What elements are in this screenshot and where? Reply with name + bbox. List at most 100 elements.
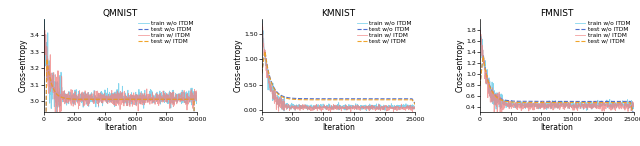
train w/ ITDM bbox=[570, 104, 577, 106]
test w/o ITDM bbox=[258, 72, 266, 74]
test w/ ITDM bbox=[593, 102, 600, 103]
Line: train w/o ITDM: train w/o ITDM bbox=[44, 16, 197, 118]
test w/ ITDM bbox=[133, 99, 141, 100]
test w/o ITDM bbox=[593, 101, 600, 102]
train w/o ITDM bbox=[375, 103, 383, 105]
train w/ ITDM bbox=[356, 108, 364, 110]
train w/o ITDM bbox=[258, 20, 266, 21]
test w/o ITDM bbox=[268, 81, 275, 83]
train w/o ITDM bbox=[348, 106, 355, 108]
train w/o ITDM bbox=[351, 105, 359, 107]
test w/o ITDM bbox=[609, 101, 616, 102]
X-axis label: Iteration: Iteration bbox=[322, 123, 355, 132]
train w/o ITDM bbox=[52, 117, 60, 118]
Title: KMNIST: KMNIST bbox=[321, 9, 356, 18]
train w/o ITDM bbox=[486, 80, 493, 82]
train w/o ITDM bbox=[138, 99, 146, 101]
train w/o ITDM bbox=[268, 87, 275, 89]
train w/o ITDM bbox=[172, 96, 180, 98]
train w/o ITDM bbox=[133, 97, 141, 98]
test w/o ITDM bbox=[390, 98, 398, 100]
Line: train w/ ITDM: train w/ ITDM bbox=[480, 30, 634, 115]
train w/ ITDM bbox=[268, 90, 275, 92]
train w/ ITDM bbox=[609, 103, 616, 105]
train w/o ITDM bbox=[570, 102, 577, 104]
train w/ ITDM bbox=[40, 24, 47, 26]
test w/ ITDM bbox=[566, 102, 573, 103]
test w/o ITDM bbox=[348, 98, 355, 100]
train w/o ITDM bbox=[628, 110, 636, 112]
train w/ ITDM bbox=[390, 109, 398, 111]
Legend: train w/o ITDM, test w/o ITDM, train w/ ITDM, test w/ ITDM: train w/o ITDM, test w/o ITDM, train w/ … bbox=[574, 20, 630, 44]
test w/ ITDM bbox=[479, 55, 487, 57]
train w/ ITDM bbox=[375, 108, 383, 110]
test w/o ITDM bbox=[630, 114, 637, 116]
train w/ ITDM bbox=[40, 25, 47, 27]
train w/o ITDM bbox=[280, 110, 288, 112]
test w/ ITDM bbox=[630, 114, 637, 116]
Line: test w/o ITDM: test w/o ITDM bbox=[480, 56, 634, 115]
train w/o ITDM bbox=[476, 27, 484, 28]
train w/o ITDM bbox=[258, 29, 266, 31]
train w/o ITDM bbox=[412, 105, 419, 107]
test w/ ITDM bbox=[390, 99, 398, 101]
test w/ ITDM bbox=[172, 99, 180, 100]
train w/ ITDM bbox=[193, 95, 201, 97]
Line: test w/o ITDM: test w/o ITDM bbox=[44, 59, 197, 146]
test w/ ITDM bbox=[43, 58, 51, 60]
test w/o ITDM bbox=[566, 101, 573, 102]
test w/ ITDM bbox=[268, 82, 275, 83]
train w/ ITDM bbox=[49, 92, 57, 93]
Y-axis label: Cross-entropy: Cross-entropy bbox=[234, 39, 243, 92]
train w/ ITDM bbox=[351, 107, 359, 109]
train w/ ITDM bbox=[258, 23, 266, 25]
test w/o ITDM bbox=[49, 87, 57, 89]
train w/ ITDM bbox=[412, 106, 419, 107]
Line: train w/o ITDM: train w/o ITDM bbox=[262, 20, 415, 111]
test w/o ITDM bbox=[43, 58, 51, 60]
test w/o ITDM bbox=[356, 98, 364, 100]
test w/o ITDM bbox=[172, 98, 180, 100]
Title: QMNIST: QMNIST bbox=[103, 9, 138, 18]
test w/ ITDM bbox=[129, 98, 137, 100]
Title: FMNIST: FMNIST bbox=[540, 9, 573, 18]
train w/ ITDM bbox=[476, 29, 484, 31]
test w/ ITDM bbox=[356, 99, 364, 101]
train w/ ITDM bbox=[348, 107, 355, 108]
train w/ ITDM bbox=[157, 93, 164, 95]
X-axis label: Iteration: Iteration bbox=[540, 123, 573, 132]
test w/o ITDM bbox=[133, 98, 141, 100]
train w/ ITDM bbox=[593, 108, 601, 110]
train w/ ITDM bbox=[57, 116, 65, 118]
train w/ ITDM bbox=[258, 26, 266, 28]
test w/o ITDM bbox=[476, 84, 484, 86]
test w/o ITDM bbox=[129, 98, 137, 100]
train w/ ITDM bbox=[566, 105, 573, 107]
Line: test w/ ITDM: test w/ ITDM bbox=[262, 52, 415, 105]
test w/o ITDM bbox=[486, 84, 493, 86]
test w/ ITDM bbox=[348, 99, 355, 101]
train w/o ITDM bbox=[609, 108, 616, 110]
Line: train w/ ITDM: train w/ ITDM bbox=[44, 25, 197, 117]
train w/o ITDM bbox=[593, 102, 600, 104]
test w/o ITDM bbox=[570, 101, 577, 102]
Legend: train w/o ITDM, test w/o ITDM, train w/ ITDM, test w/ ITDM: train w/o ITDM, test w/o ITDM, train w/ … bbox=[356, 20, 412, 44]
test w/o ITDM bbox=[479, 55, 487, 57]
Y-axis label: Cross-entropy: Cross-entropy bbox=[456, 39, 465, 92]
test w/o ITDM bbox=[156, 98, 164, 100]
Y-axis label: Cross-entropy: Cross-entropy bbox=[19, 39, 28, 92]
train w/o ITDM bbox=[129, 98, 137, 100]
train w/o ITDM bbox=[157, 103, 164, 105]
train w/o ITDM bbox=[193, 95, 201, 97]
train w/o ITDM bbox=[40, 29, 47, 31]
train w/ ITDM bbox=[630, 106, 637, 108]
train w/o ITDM bbox=[49, 86, 57, 88]
test w/o ITDM bbox=[138, 98, 145, 100]
test w/o ITDM bbox=[574, 101, 582, 102]
test w/ ITDM bbox=[476, 85, 484, 86]
test w/ ITDM bbox=[570, 102, 577, 103]
X-axis label: Iteration: Iteration bbox=[104, 123, 137, 132]
train w/ ITDM bbox=[574, 106, 582, 107]
train w/ ITDM bbox=[133, 96, 141, 98]
train w/o ITDM bbox=[356, 107, 364, 109]
